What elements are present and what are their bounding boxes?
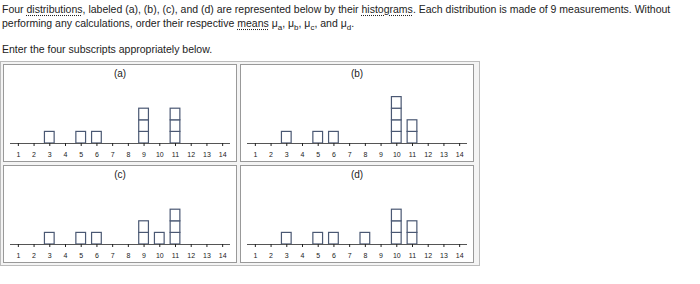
html-text:(d): (d)	[350, 169, 364, 181]
svg-text:2: 2	[32, 253, 36, 260]
svg-text:5: 5	[316, 152, 320, 159]
svg-text:9: 9	[142, 253, 146, 260]
svg-text:5: 5	[79, 253, 83, 260]
svg-text:4: 4	[64, 152, 68, 159]
html-text:(a): (a)	[113, 68, 127, 80]
svg-text:2: 2	[269, 152, 273, 159]
svg-text:9: 9	[379, 152, 383, 159]
svg-text:7: 7	[348, 152, 352, 159]
svg-text:10: 10	[156, 152, 164, 159]
svg-text:6: 6	[332, 152, 336, 159]
svg-text:3: 3	[48, 253, 52, 260]
svg-text:12: 12	[187, 152, 195, 159]
svg-text:14: 14	[456, 253, 464, 260]
svg-text:6: 6	[95, 152, 99, 159]
svg-text:4: 4	[64, 253, 68, 260]
svg-text:8: 8	[126, 253, 130, 260]
svg-text:7: 7	[348, 253, 352, 260]
svg-text:3: 3	[48, 152, 52, 159]
svg-text:11: 11	[172, 253, 179, 260]
svg-text:8: 8	[126, 152, 130, 159]
html-text:Enter the four subscripts appr: Enter the four subscripts appropriately …	[2, 43, 213, 56]
svg-text:13: 13	[440, 152, 448, 159]
svg-text:7: 7	[111, 253, 115, 260]
svg-text:8: 8	[363, 253, 367, 260]
svg-text:1: 1	[253, 253, 257, 260]
html-text:(b): (b)	[350, 68, 364, 80]
svg-text:6: 6	[95, 253, 99, 260]
svg-text:14: 14	[219, 152, 227, 159]
svg-text:7: 7	[111, 152, 115, 159]
svg-text:4: 4	[301, 152, 305, 159]
svg-text:5: 5	[79, 152, 83, 159]
svg-text:5: 5	[316, 253, 320, 260]
svg-text:12: 12	[424, 253, 432, 260]
svg-text:10: 10	[156, 253, 164, 260]
svg-text:13: 13	[203, 152, 211, 159]
svg-text:6: 6	[332, 253, 336, 260]
svg-text:1: 1	[16, 253, 20, 260]
svg-text:1: 1	[253, 152, 257, 159]
svg-text:12: 12	[187, 253, 195, 260]
svg-text:11: 11	[409, 253, 416, 260]
svg-text:11: 11	[409, 152, 416, 159]
svg-text:13: 13	[440, 253, 448, 260]
svg-text:14: 14	[219, 253, 227, 260]
svg-text:12: 12	[424, 152, 432, 159]
svg-text:3: 3	[285, 253, 289, 260]
svg-text:9: 9	[379, 253, 383, 260]
svg-text:9: 9	[142, 152, 146, 159]
html-text:(c): (c)	[114, 169, 126, 181]
svg-text:13: 13	[203, 253, 211, 260]
svg-text:8: 8	[363, 152, 367, 159]
svg-text:10: 10	[393, 253, 401, 260]
html-text:Four distributions, labeled (a: Four distributions, labeled (a), (b), (c…	[2, 3, 671, 33]
svg-text:2: 2	[32, 152, 36, 159]
svg-text:4: 4	[301, 253, 305, 260]
svg-text:14: 14	[456, 152, 464, 159]
svg-text:2: 2	[269, 253, 273, 260]
svg-text:11: 11	[172, 152, 179, 159]
svg-text:10: 10	[393, 152, 401, 159]
svg-text:1: 1	[16, 152, 20, 159]
svg-text:3: 3	[285, 152, 289, 159]
